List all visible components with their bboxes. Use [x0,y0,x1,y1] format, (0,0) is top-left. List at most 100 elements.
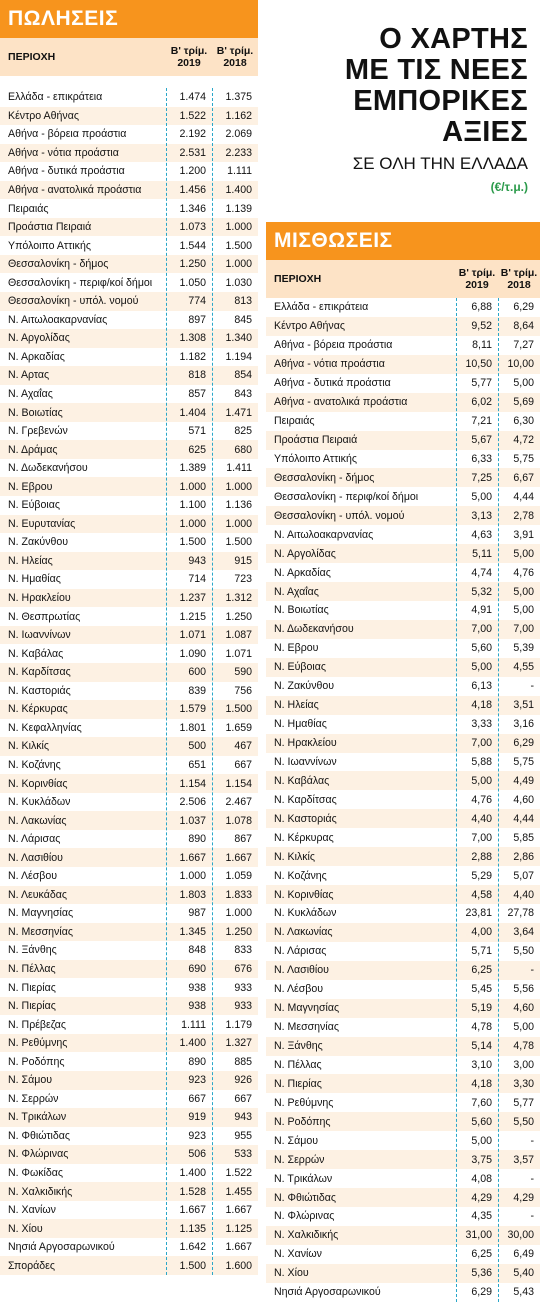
region-cell: Ν. Μεσσηνίας [8,925,73,938]
value-2019-cell: 1.037 [179,814,206,827]
region-cell: Ν. Αιτωλοακαρνανίας [274,528,374,541]
value-2018-cell: 3,64 [513,926,534,939]
value-2019-cell: 1.456 [179,184,206,196]
value-2018-cell: 1.375 [225,91,252,104]
value-2018-cell: 3,16 [513,718,534,731]
region-cell: Ν. Κιλκίς [274,850,316,863]
value-2018-cell: 5,77 [513,1096,534,1109]
value-2018-cell: 1.600 [225,1259,252,1272]
value-2019-cell: 923 [188,1129,206,1142]
column-divider [456,298,457,1302]
value-2018-cell: 1.078 [225,814,252,827]
value-2019-cell: 1.801 [179,721,206,734]
value-2018-cell: 1.667 [225,851,252,864]
value-2018-cell: 680 [234,443,252,456]
value-2019-cell: 2.506 [179,796,206,809]
sales-table-row: Ν. Λάρισας 890 867 [0,830,258,849]
region-cell: Ν. Τρικάλων [8,1111,67,1124]
region-cell: Ν. Ροδόπης [8,1055,65,1068]
sales-table-row: Ν. Λασιθίου 1.667 1.667 [0,848,258,867]
sales-table-row: Ν. Λακωνίας 1.037 1.078 [0,811,258,830]
sales-table-row: Ν. Ιωαννίνων 1.071 1.087 [0,625,258,645]
region-cell: Αθήνα - βόρεια προάστια [8,128,127,141]
value-2019-cell: 5,19 [471,1002,492,1015]
value-2018-cell: 1.327 [225,1037,252,1050]
value-2019-cell: 6,88 [471,301,492,314]
value-2018-cell: - [530,964,534,977]
rent-table-row: Ν. Κοζάνης 5,29 5,07 [266,866,540,885]
value-2019-cell: 4,18 [471,699,492,712]
value-2018-cell: - [530,680,534,693]
sales-table-row: Ν. Λέσβου 1.000 1.059 [0,867,258,886]
value-2019-cell: 839 [188,684,206,697]
value-2018-cell: 590 [234,666,252,679]
rent-table-row: Ν. Λέσβου 5,45 5,56 [266,980,540,999]
region-cell: Ν. Καρδίτσας [274,793,337,806]
rent-table-row: Ν. Κυκλάδων 23,81 27,78 [266,904,540,923]
sales-table-row: Ν. Φωκίδας 1.400 1.522 [0,1164,258,1183]
value-2018-cell: 933 [234,981,252,994]
sales-table-row: Ν. Αιτωλοακαρνανίας 897 845 [0,311,258,330]
value-2019-cell: 1.667 [179,1204,206,1217]
region-cell: Ελλάδα - επικράτεια [8,91,103,104]
value-2018-cell: 5,75 [513,452,534,465]
value-2019-cell: 1.400 [179,1166,206,1179]
region-cell: Κέντρο Αθήνας [8,109,79,122]
region-cell: Ν. Ζακύνθου [274,680,335,693]
region-cell: Ν. Σερρών [274,1153,325,1166]
sales-table-row: Ν. Λευκάδας 1.803 1.833 [0,885,258,905]
rent-table-row: Ν. Λασιθίου 6,25 - [266,960,540,980]
region-cell: Αθήνα - ανατολικά προάστια [8,184,142,196]
value-2018-cell: 3,30 [513,1077,534,1090]
value-2019-cell: 2.192 [179,128,206,141]
value-2018-cell: 10,00 [507,358,534,371]
sales-table-row: Ν. Αρτας 818 854 [0,366,258,385]
value-2019-cell: 1.073 [179,221,206,234]
sales-table-row: Προάστια Πειραιά 1.073 1.000 [0,217,258,237]
region-cell: Ν. Χίου [8,1222,43,1235]
region-cell: Ν. Ζακύνθου [8,536,69,549]
region-cell: Ν. Τρικάλων [274,1172,333,1185]
region-cell: Ν. Φλώρινας [8,1148,69,1161]
region-cell: Πειραιάς [8,202,49,215]
region-cell: Ν. Χανίων [8,1204,56,1217]
sales-table-row: Ν. Κοζάνης 651 667 [0,756,258,775]
rent-table-row: Θεσσαλονίκη - δήμος 7,25 6,67 [266,468,540,488]
value-2019-cell: 1.528 [179,1185,206,1198]
region-cell: Ν. Κεφαλληνίας [8,721,82,734]
value-2018-cell: - [530,1210,534,1223]
region-cell: Ν. Εβρου [8,480,53,493]
region-cell: Ν. Μαγνησίας [8,907,74,920]
value-2018-cell: 5,00 [513,604,534,617]
value-2018-cell: 4,76 [513,566,534,579]
sales-table-row: Ν. Κιλκίς 500 467 [0,737,258,756]
value-2018-cell: - [530,1172,534,1185]
sales-table-row: Ελλάδα - επικράτεια 1.474 1.375 [0,88,258,107]
region-cell: Θεσσαλονίκη - δήμος [8,258,109,271]
value-2018-cell: 1.162 [225,109,252,122]
value-2019-cell: 1.404 [179,406,206,419]
value-2018-cell: 4,29 [513,1191,534,1204]
region-cell: Θεσσαλονίκη - δήμος [274,471,375,484]
region-cell: Ν. Πέλλας [274,1058,322,1071]
region-cell: Ν. Βοιωτίας [274,604,329,617]
value-2019-cell: 5,29 [471,869,492,882]
sales-table-row: Ν. Πιερίας 938 933 [0,978,258,997]
region-cell: Ν. Μαγνησίας [274,1002,340,1015]
sales-col-2019-l2: 2019 [177,57,201,69]
value-2019-cell: 1.000 [179,517,206,530]
region-cell: Ν. Πέλλας [8,962,56,975]
value-2019-cell: 5,00 [471,774,492,787]
value-2018-cell: 5,56 [513,983,534,996]
sales-table-row: Θεσσαλονίκη - υπόλ. νομού 774 813 [0,292,258,311]
value-2018-cell: 4,44 [513,812,534,825]
value-2018-cell: 2,86 [513,850,534,863]
region-cell: Ν. Πιερίας [8,1000,56,1013]
sales-table-row: Ν. Χαλκιδικής 1.528 1.455 [0,1182,258,1201]
region-cell: Ν. Σάμου [8,1074,52,1087]
value-2019-cell: 1.500 [179,536,206,549]
region-cell: Ν. Αχαΐας [274,585,319,598]
region-cell: Ν. Κυκλάδων [8,796,71,809]
region-cell: Ν. Ημαθίας [8,573,61,586]
value-2019-cell: 714 [188,573,206,586]
